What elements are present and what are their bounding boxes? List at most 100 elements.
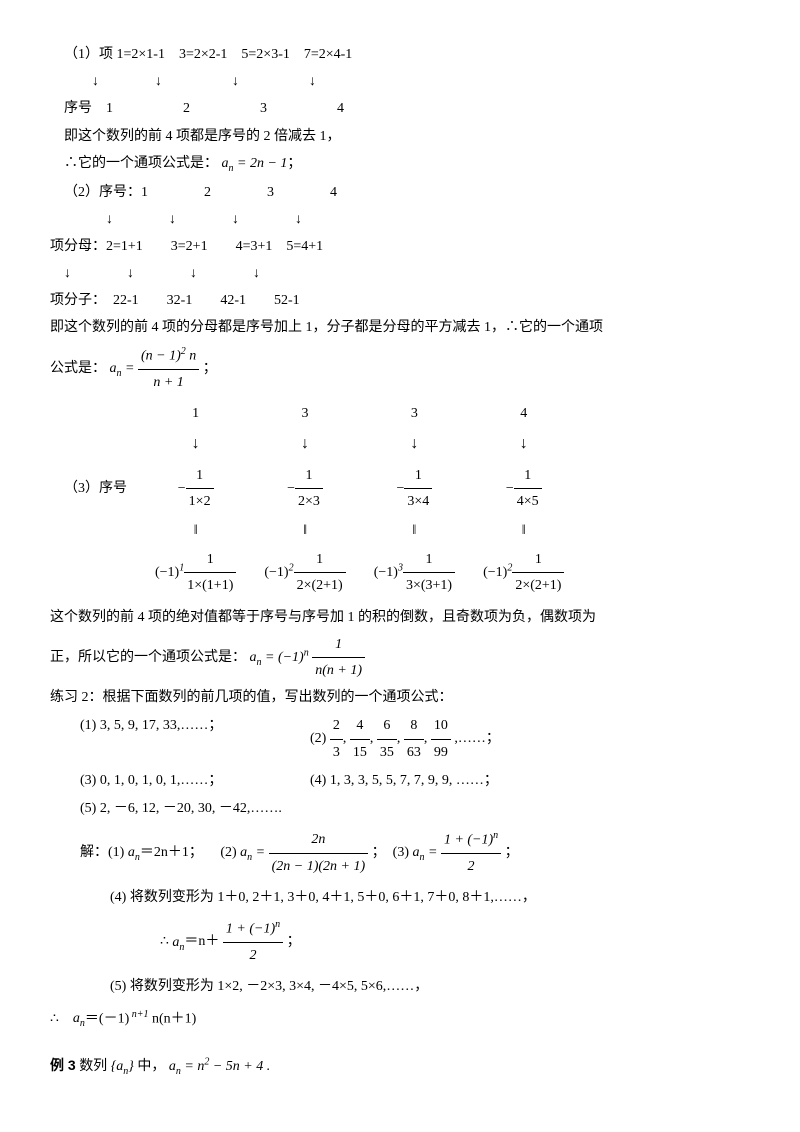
p3-r1-1: −12×3 bbox=[250, 461, 359, 516]
p3-p3: ‖ bbox=[469, 516, 578, 545]
sol1-text: ＝2n＋1； bbox=[140, 845, 203, 860]
prac-row-12: (1) 3, 5, 9, 17, 33,……； (2) 23, 415, 635… bbox=[50, 713, 750, 764]
sol3-tail: ； bbox=[505, 845, 519, 860]
pf0n: 2 bbox=[330, 713, 343, 739]
p1-line2: 序号 1 2 3 4 bbox=[50, 96, 750, 121]
p3-r1-1-d: 2×3 bbox=[295, 489, 323, 514]
sol4-numsup: n bbox=[275, 919, 280, 930]
p3-r1-2-s: − bbox=[396, 481, 404, 496]
prac-3: (3) 0, 1, 0, 1, 0, 1,……； bbox=[50, 768, 310, 793]
f3-num: 1 bbox=[312, 632, 365, 658]
pf2d: 35 bbox=[377, 740, 397, 765]
p3-p2: ‖ bbox=[360, 516, 469, 545]
p1-line4: ∴它的一个通项公式是： an = 2n − 1； bbox=[50, 151, 750, 178]
prac-2: (2) 23, 415, 635, 863, 1099 ,……； bbox=[310, 713, 500, 764]
sol-prefix: 解：(1) bbox=[80, 845, 128, 860]
p3-r2-3-d: 2×(2+1) bbox=[512, 573, 564, 598]
sol-4-text: (4) 将数列变形为 1＋0, 2＋1, 3＋0, 4＋1, 5＋0, 6＋1,… bbox=[50, 885, 750, 910]
f2-numend: n bbox=[186, 348, 197, 363]
pf1d: 15 bbox=[350, 740, 370, 765]
sol4-den: 2 bbox=[223, 943, 283, 968]
p3-h2: 3 bbox=[360, 399, 469, 428]
p1-line1: （1）项 1=2×1-1 3=2×2-1 5=2×3-1 7=2×4-1 bbox=[50, 42, 750, 67]
p3-r1-0-n: 1 bbox=[186, 463, 214, 489]
p3-r2-2: (−1)313×(3+1) bbox=[360, 545, 469, 600]
sol-4-formula: ∴ an＝n＋ 1 + (−1)n2 ； bbox=[50, 916, 750, 968]
pf3n: 8 bbox=[404, 713, 424, 739]
example-3: 例 3 数列 {an} 中， an = n2 − 5n + 4 . bbox=[50, 1053, 750, 1081]
p3-r1-3: −14×5 bbox=[469, 461, 578, 516]
ex3-t2: 中， bbox=[137, 1059, 165, 1074]
p3-r1-2-d: 3×4 bbox=[404, 489, 432, 514]
prac-2-tail: ,……； bbox=[454, 731, 500, 746]
pf1n: 4 bbox=[350, 713, 370, 739]
p3-r2-1: (−1)212×(2+1) bbox=[250, 545, 359, 600]
prac-row-5: (5) 2, －6, 12, －20, 30, －42,……. bbox=[50, 796, 750, 821]
sol2-label: (2) bbox=[220, 845, 240, 860]
p3-p1: ‖ bbox=[250, 516, 359, 545]
p2-l5-text: 公式是： bbox=[50, 361, 106, 376]
ex3-t1: 数列 bbox=[79, 1059, 107, 1074]
f1-rhs: = 2n − 1 bbox=[234, 156, 288, 171]
p1-arrows: ↓ ↓ ↓ ↓ bbox=[50, 69, 750, 94]
p2-line3: 项分子： 22-1 32-1 42-1 52-1 bbox=[50, 288, 750, 313]
p3-r2-1-d: 2×(2+1) bbox=[294, 573, 346, 598]
p3-r2-3: (−1)212×(2+1) bbox=[469, 545, 578, 600]
pf4n: 10 bbox=[431, 713, 451, 739]
p3-r2-2-d: 3×(3+1) bbox=[403, 573, 455, 598]
p3-r2-3-p: (−1) bbox=[483, 565, 507, 580]
p3-l2-text: 正，所以它的一个通项公式是： bbox=[50, 650, 246, 665]
p3-r2-2-n: 1 bbox=[403, 547, 455, 573]
p3-r1-3-d: 4×5 bbox=[514, 489, 542, 514]
p3-h1: 3 bbox=[250, 399, 359, 428]
ex3-tail: − 5n + 4 . bbox=[209, 1059, 270, 1074]
f1-lhs: a bbox=[222, 156, 229, 171]
sol4-num: 1 + (−1) bbox=[226, 922, 275, 937]
prac-4: (4) 1, 3, 3, 5, 5, 7, 7, 9, 9, ……； bbox=[310, 768, 498, 793]
pf4d: 99 bbox=[431, 740, 451, 765]
p3-r2-3-n: 1 bbox=[512, 547, 564, 573]
sol5-exp: n+1 bbox=[129, 1009, 148, 1020]
p2-line4: 即这个数列的前 4 项的分母都是序号加上 1，分子都是分母的平方减去 1，∴它的… bbox=[50, 315, 750, 340]
p3-a3: ↓ bbox=[469, 428, 578, 461]
p3-r2-1-n: 1 bbox=[294, 547, 346, 573]
ex3-f: = n bbox=[181, 1059, 204, 1074]
sol-5-formula: ∴ an＝(－1) n+1 n(n＋1) bbox=[50, 1006, 750, 1033]
sol2-num: 2n bbox=[269, 827, 369, 853]
practice-title: 练习 2：根据下面数列的前几项的值，写出数列的一个通项公式： bbox=[50, 685, 750, 710]
p3-r2-0-d: 1×(1+1) bbox=[184, 573, 236, 598]
sol-123: 解：(1) an＝2n＋1； (2) an = 2n(2n − 1)(2n + … bbox=[50, 827, 750, 879]
prac-5: (5) 2, －6, 12, －20, 30, －42,……. bbox=[50, 796, 310, 821]
p3-r1-1-s: − bbox=[287, 481, 295, 496]
p3-r2-2-p: (−1) bbox=[374, 565, 398, 580]
p3-p0: ‖ bbox=[141, 516, 250, 545]
p3-r2-0-n: 1 bbox=[184, 547, 236, 573]
p3-r1-3-n: 1 bbox=[514, 463, 542, 489]
prac-1: (1) 3, 5, 9, 17, 33,……； bbox=[50, 713, 310, 764]
p3-r1-0: −11×2 bbox=[141, 461, 250, 516]
p3-r2-0: (−1)111×(1+1) bbox=[141, 545, 250, 600]
f2-num: (n − 1) bbox=[141, 348, 181, 363]
p2-arrows2: ↓ ↓ ↓ ↓ bbox=[50, 261, 750, 286]
p2-line1: （2）序号：1 2 3 4 bbox=[50, 180, 750, 205]
sol4-pre: ∴ bbox=[160, 935, 169, 950]
p1-l4-text: ∴它的一个通项公式是： bbox=[64, 156, 218, 171]
p3-a1: ↓ bbox=[250, 428, 359, 461]
p3-text1: 这个数列的前 4 项的绝对值都等于序号与序号加 1 的积的倒数，且奇数项为负，偶… bbox=[50, 605, 750, 630]
p3-label: （3）序号 bbox=[50, 461, 141, 516]
p3-r1-0-s: − bbox=[178, 481, 186, 496]
sol3-label: ； (3) bbox=[372, 845, 413, 860]
p3-r1-1-n: 1 bbox=[295, 463, 323, 489]
p3-r1-0-d: 1×2 bbox=[186, 489, 214, 514]
pf2n: 6 bbox=[377, 713, 397, 739]
p3-r1-2-n: 1 bbox=[404, 463, 432, 489]
sol4-mid: ＝n＋ bbox=[184, 935, 219, 950]
p3-text2: 正，所以它的一个通项公式是： an = (−1)n 1n(n + 1) bbox=[50, 632, 750, 683]
sol3-den: 2 bbox=[441, 854, 501, 879]
part3-table: 1 3 3 4 ↓ ↓ ↓ ↓ （3）序号 −11×2 −12×3 −13×4 … bbox=[50, 399, 578, 601]
p2-arrows1: ↓ ↓ ↓ ↓ bbox=[50, 207, 750, 232]
ex3-label: 例 3 bbox=[50, 1057, 76, 1073]
pf0d: 3 bbox=[330, 740, 343, 765]
p2-line5: 公式是： an = (n − 1)2 n n + 1 ； bbox=[50, 343, 750, 395]
sol-5-text: (5) 将数列变形为 1×2, －2×3, 3×4, －4×5, 5×6,……， bbox=[50, 974, 750, 999]
